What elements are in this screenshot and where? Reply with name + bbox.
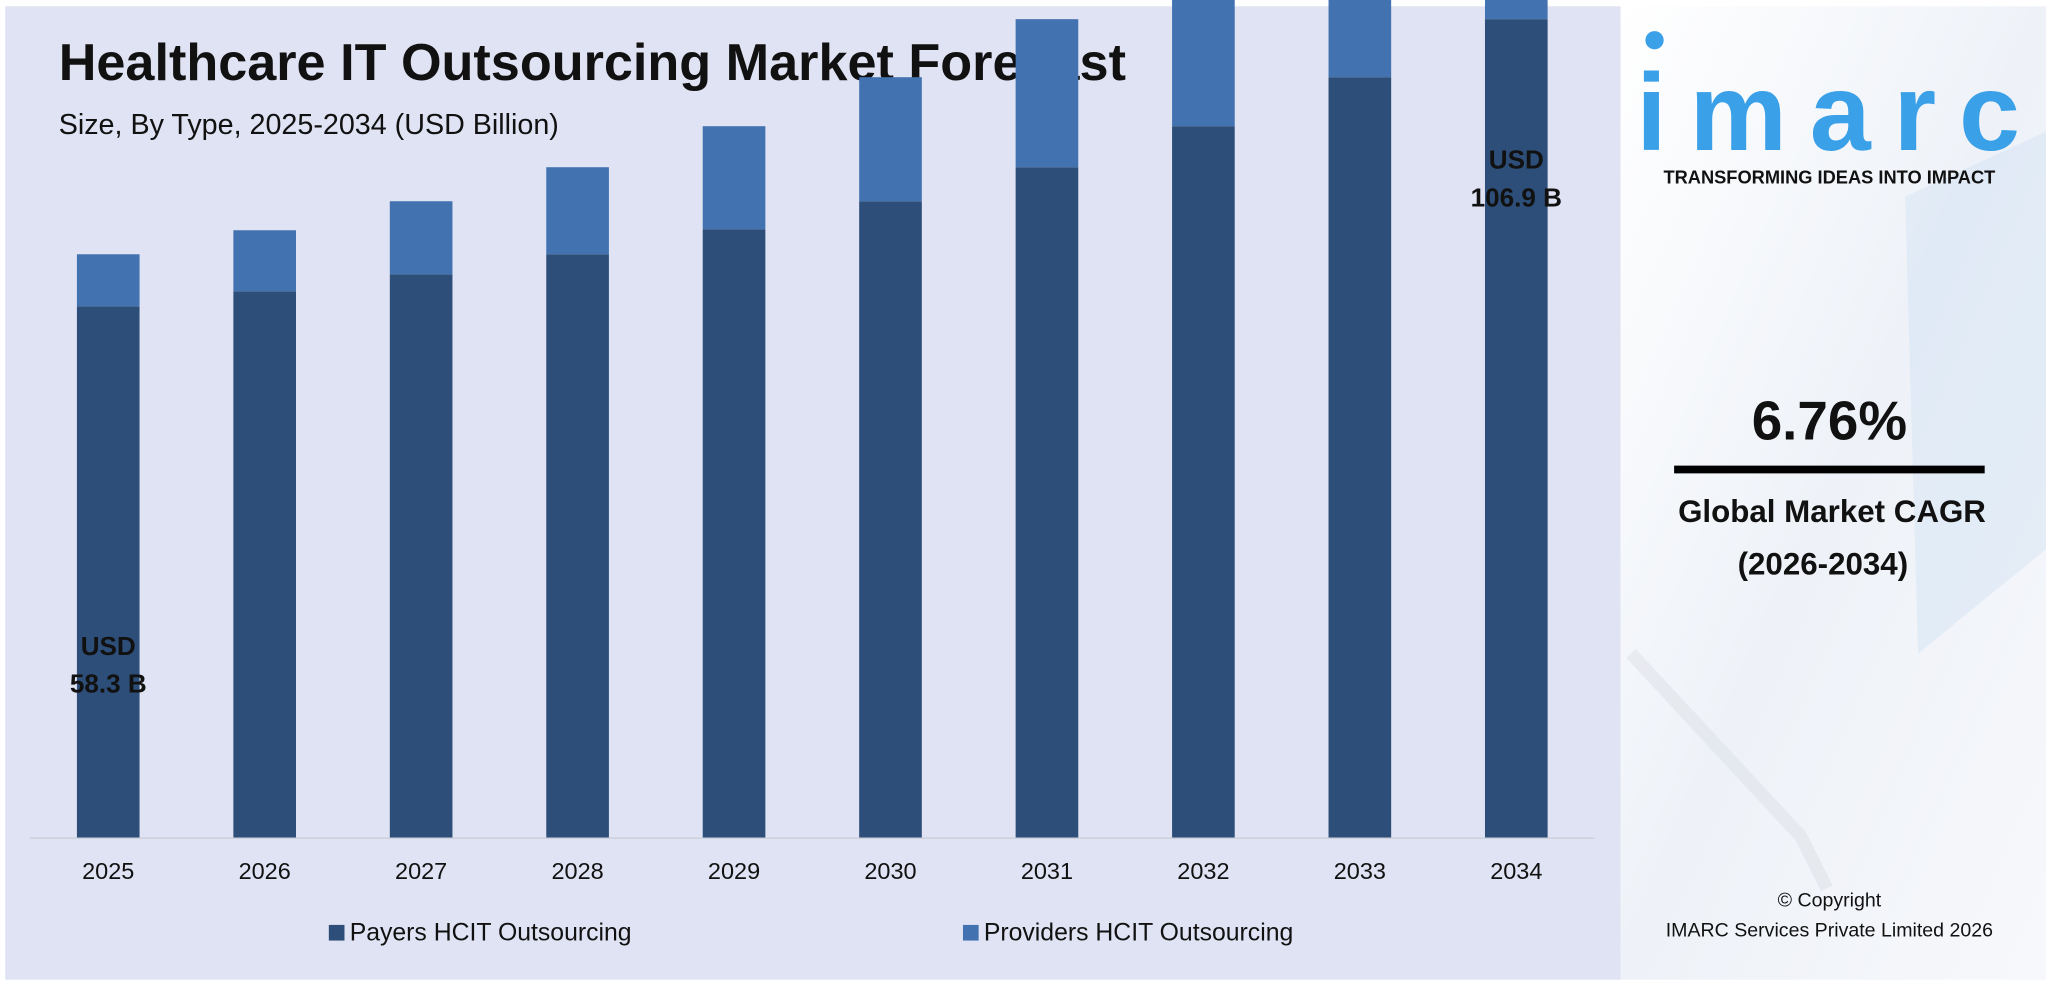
cagr-label: Global Market CAGR — [1678, 494, 1986, 529]
bar-segment — [546, 167, 609, 255]
total-label: 106.9 B — [1471, 182, 1562, 212]
x-tick-label: 2030 — [864, 858, 916, 884]
logo-dot — [1645, 31, 1664, 50]
bar-segment — [1328, 77, 1392, 838]
bar-segment — [1015, 19, 1079, 168]
bar-segment — [859, 201, 922, 838]
bar-segment — [76, 254, 140, 307]
x-tick-label: 2028 — [551, 858, 603, 884]
x-tick-label: 2029 — [708, 858, 760, 884]
bar-segment — [389, 201, 453, 275]
bar-segment — [76, 306, 140, 838]
bar-segment — [1172, 126, 1235, 838]
bar-segment — [1484, 0, 1548, 20]
bar-segment — [1484, 19, 1548, 838]
legend-label: Payers HCIT Outsourcing — [350, 920, 632, 947]
x-tick-label: 2027 — [395, 858, 447, 884]
bar-segment — [859, 77, 922, 202]
x-tick-label: 2033 — [1334, 858, 1386, 884]
x-tick-label: 2025 — [82, 858, 134, 884]
x-tick-label: 2034 — [1490, 858, 1542, 884]
bar-segment — [702, 126, 766, 230]
cagr-period: (2026-2034) — [1738, 546, 1909, 581]
logo-tagline: TRANSFORMING IDEAS INTO IMPACT — [1663, 166, 1995, 187]
bar-segment — [702, 229, 766, 838]
bar-segment — [1172, 0, 1235, 127]
x-tick-label: 2032 — [1177, 858, 1229, 884]
copyright-owner: IMARC Services Private Limited 2026 — [1666, 920, 1993, 942]
x-tick-label: 2026 — [239, 858, 291, 884]
bar-segment — [1015, 167, 1079, 838]
x-tick-label: 2031 — [1021, 858, 1073, 884]
total-label: 58.3 B — [70, 669, 147, 699]
bar-segment — [546, 254, 609, 838]
chart-title: Healthcare IT Outsourcing Market Forecas… — [59, 34, 1126, 92]
legend-label: Providers HCIT Outsourcing — [984, 920, 1293, 947]
logo: imarc — [1636, 52, 2020, 174]
bar-segment — [389, 274, 453, 838]
bar-segment — [1328, 0, 1392, 78]
copyright: © Copyright — [1778, 890, 1882, 912]
cagr-value: 6.76% — [1752, 390, 1907, 452]
total-label: USD — [1489, 145, 1544, 175]
bar-segment — [233, 230, 297, 292]
legend-swatch — [328, 924, 345, 941]
total-label: USD — [81, 631, 136, 661]
sidebar-decoration — [1626, 131, 2046, 892]
chart-subtitle: Size, By Type, 2025-2034 (USD Billion) — [59, 109, 559, 141]
bar-segment — [233, 291, 297, 838]
sidebar-panel — [1620, 6, 2046, 980]
legend-swatch — [962, 924, 979, 941]
